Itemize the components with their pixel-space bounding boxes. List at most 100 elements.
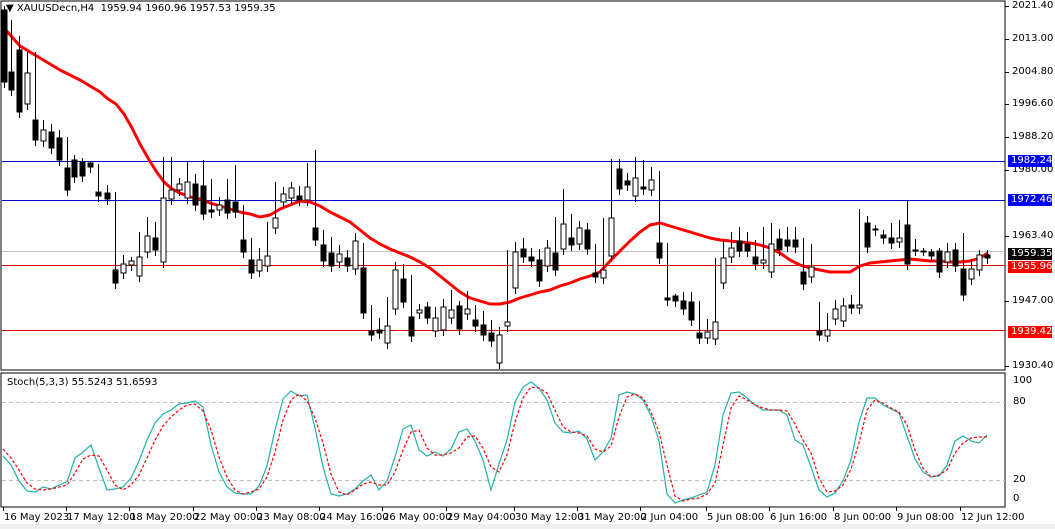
stoch-levels: [2, 402, 1005, 481]
chart-title[interactable]: ▼ XAUUSDecn,H4 1959.94 1960.96 1957.53 1…: [6, 3, 276, 14]
candle: [464, 308, 471, 315]
horizontal-lines[interactable]: [2, 161, 1005, 331]
candle: [56, 137, 63, 161]
stoch-tick-label: 0: [1013, 493, 1020, 504]
candle: [656, 242, 663, 259]
candle: [64, 167, 71, 191]
candle: [392, 269, 399, 310]
stoch-tick-label: 100: [1013, 375, 1033, 386]
candle: [328, 252, 335, 267]
candle: [904, 224, 911, 265]
candle: [128, 260, 135, 266]
candle: [928, 251, 935, 257]
candle: [256, 259, 263, 272]
candle: [32, 119, 39, 141]
candle: [48, 131, 55, 149]
candle: [40, 129, 47, 142]
candle: [832, 308, 839, 320]
candle: [736, 240, 743, 252]
candle: [712, 321, 719, 340]
candle: [208, 209, 215, 213]
stoch-main-line: [2, 381, 988, 504]
candle: [568, 237, 575, 246]
candle: [760, 259, 767, 264]
time-tick-label: 23 May 08:00: [257, 512, 326, 523]
price-tick-label: 1947.00: [1012, 295, 1054, 306]
candle: [272, 217, 279, 229]
candle: [136, 256, 143, 277]
candle: [520, 248, 527, 258]
candle: [216, 204, 223, 211]
time-tick-label: 18 May 20:00: [130, 512, 199, 523]
candle: [856, 304, 863, 309]
time-tick-label: 26 May 00:00: [383, 512, 452, 523]
price-level-tag: 1955.96: [1008, 261, 1052, 273]
candle: [8, 71, 15, 91]
candle: [536, 259, 543, 282]
candle: [976, 254, 983, 271]
ma-polyline: [2, 27, 989, 306]
candle: [840, 305, 847, 322]
candle: [936, 250, 943, 273]
candle: [560, 223, 567, 250]
candle: [152, 237, 159, 251]
candle: [800, 271, 807, 285]
axis-ticks: [3, 6, 1009, 511]
candle: [920, 250, 927, 253]
stoch-tick-label: 20: [1013, 474, 1026, 485]
candle: [816, 330, 823, 336]
main-chart-frame: [0, 0, 1006, 371]
candle: [200, 185, 207, 215]
candle: [680, 300, 687, 310]
candle: [792, 239, 799, 248]
candle: [624, 180, 631, 186]
candle: [112, 269, 119, 284]
candle: [608, 217, 615, 257]
time-tick-label: 24 May 16:00: [320, 512, 389, 523]
candle: [424, 306, 431, 319]
candle: [104, 192, 111, 200]
candle: [752, 256, 759, 265]
candle: [968, 268, 975, 280]
moving-average-line: [2, 27, 989, 306]
time-tick-label: 17 May 12:00: [67, 512, 136, 523]
candlesticks: [1, 6, 991, 369]
candle: [496, 334, 503, 364]
candle: [87, 162, 94, 168]
ohlc-values: 1959.94 1960.96 1957.53 1959.35: [100, 3, 276, 14]
candle: [720, 257, 727, 284]
time-tick-label: 12 Jun 12:00: [961, 512, 1025, 523]
candle: [312, 227, 319, 241]
candle: [944, 251, 951, 263]
symbol-label: ▼ XAUUSDecn,H4: [6, 3, 95, 14]
price-level-tag: 1972.46: [1008, 194, 1052, 206]
candle: [368, 330, 375, 336]
candle: [176, 183, 183, 191]
price-tick-label: 1980.00: [1012, 164, 1054, 175]
candle: [232, 201, 239, 213]
candle: [824, 329, 831, 337]
candle: [616, 168, 623, 190]
candle: [896, 237, 903, 243]
time-tick-label: 2 Jun 04:00: [641, 512, 699, 523]
candle: [352, 240, 359, 270]
candle: [320, 244, 327, 262]
candle: [784, 239, 791, 247]
candle: [160, 197, 167, 263]
price-tick-label: 2021.40: [1012, 0, 1054, 11]
candle: [864, 222, 871, 248]
candle: [632, 177, 639, 197]
bottom-scroll-strip: [0, 524, 1055, 529]
time-tick-label: 8 Jun 00:00: [834, 512, 892, 523]
time-tick-label: 22 May 00:00: [194, 512, 263, 523]
candle: [376, 329, 383, 334]
candle: [280, 193, 287, 203]
candle: [984, 254, 991, 259]
price-level-tag: 1939.42: [1008, 326, 1052, 338]
stochastic-lines: [2, 381, 988, 504]
stoch-indicator-label[interactable]: Stoch(5,3,3) 55.5243 51.6593: [7, 377, 158, 388]
candle: [488, 332, 495, 342]
candle: [192, 183, 199, 206]
time-tick-label: 29 May 04:00: [447, 512, 516, 523]
